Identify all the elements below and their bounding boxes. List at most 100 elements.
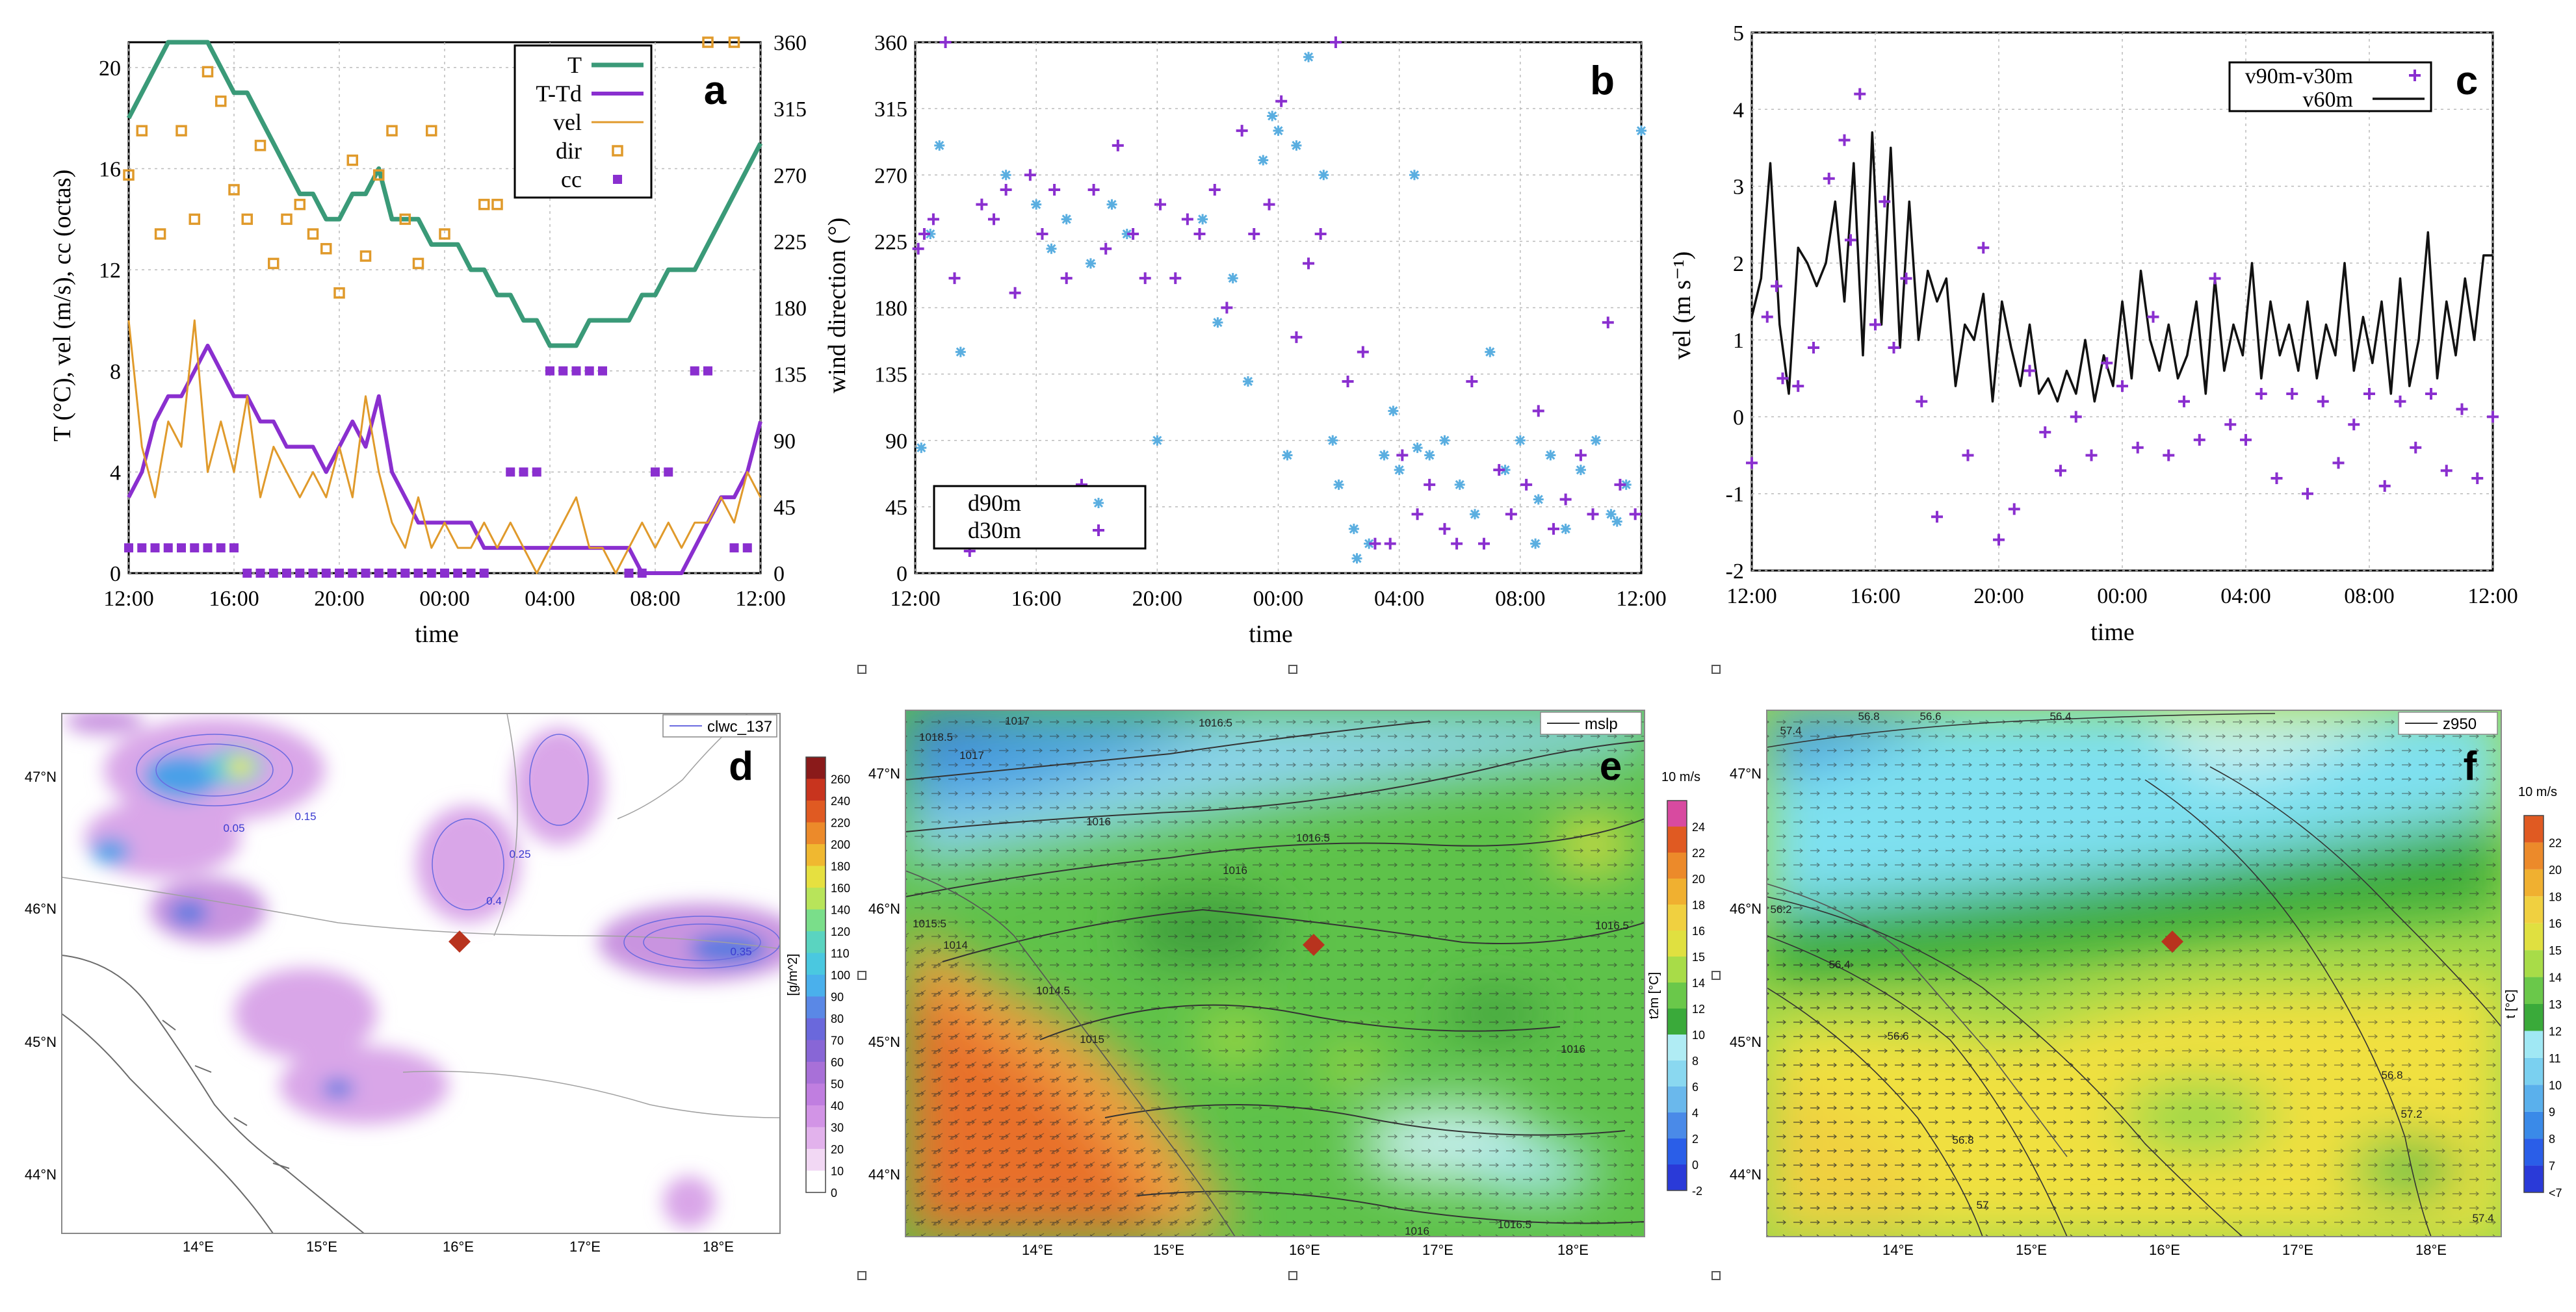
d90m-point (916, 443, 927, 454)
colorbar-tick-label: 220 (831, 817, 850, 830)
d90m-point (1394, 465, 1405, 476)
d30m-point (1127, 228, 1139, 240)
panel-e-map: mslp e 14°E 15°E 16°E 17°E 18°E 47°N 46°N 45°N 4… (868, 710, 1705, 1258)
panel-c: 12:00 16:00 20:00 00:00 04:00 08:00 12:00-2-10… (1669, 21, 2518, 646)
d30m-point (1314, 228, 1327, 240)
contour-label: 1015.5 (913, 918, 946, 930)
d90m-point (1412, 443, 1423, 454)
borders (62, 714, 780, 1118)
d30m-point (1629, 508, 1641, 521)
d90m-point (1258, 155, 1269, 166)
colorbar-tick-label: 160 (831, 882, 850, 895)
dir-point (412, 257, 424, 270)
colorbar-tick-label: 90 (831, 991, 844, 1004)
d30m-point (1263, 198, 1275, 211)
cc-point (598, 366, 607, 376)
d30m-point (1466, 375, 1478, 387)
map-x-tick-label: 18°E (2415, 1242, 2447, 1258)
v90m-v30m-point (2131, 441, 2144, 454)
colorbar-tick-label: 0 (831, 1187, 837, 1200)
panel-a: 12:00 16:00 20:00 00:00 04:00 08:00 12:0004812… (49, 31, 807, 648)
colorbar-tick-label: 0 (1692, 1159, 1698, 1172)
series-line-vel (127, 319, 762, 574)
d90m-point (1530, 538, 1541, 549)
d90m-point (1121, 229, 1132, 240)
coastline-f (1767, 883, 2068, 1157)
map-y-tick-label: 46°N (868, 901, 900, 917)
colorbar-tick-label: 10 (831, 1165, 844, 1178)
d90m-point (1388, 405, 1399, 417)
colorbar-tick-label: 22 (1692, 847, 1705, 860)
colorbar-tick-label: 15 (1692, 951, 1705, 964)
d30m-point (1438, 522, 1451, 535)
y2-tick-label: 225 (774, 230, 807, 254)
contour-label: 1016.5 (1498, 1218, 1531, 1231)
cc-point (321, 569, 331, 578)
colorbar-segment (2524, 1057, 2543, 1085)
legend-swatch-cc (613, 175, 622, 184)
dir-point (268, 257, 280, 270)
y-tick-label: 8 (110, 360, 121, 384)
panel-c-letter: c (2456, 58, 2478, 103)
d30m-point (1369, 537, 1381, 550)
colorbar-tick-label: 18 (2549, 890, 2562, 903)
d30m-point (1477, 537, 1490, 550)
d90m-point (1454, 479, 1465, 490)
contour-label: 57.2 (2400, 1108, 2422, 1120)
cc-point (255, 569, 265, 578)
x-tick-label: 12:00 (1726, 584, 1776, 608)
map-x-tick-label: 14°E (183, 1239, 214, 1255)
y-tick-label: 0 (896, 562, 907, 586)
d90m-point (1424, 450, 1435, 461)
v90m-v30m-point (2317, 395, 2329, 407)
panel-e-legend: mslp (1540, 712, 1642, 735)
d90m-point (1212, 317, 1223, 328)
y-tick-label: 12 (99, 259, 121, 283)
dir-point (333, 287, 345, 299)
d90m-point (1000, 170, 1011, 181)
v90m-v30m-point (1888, 341, 1900, 354)
map-x-tick-label: 17°E (2282, 1242, 2313, 1258)
panel-c-legend-box (2228, 61, 2432, 112)
map-y-tick-label: 45°N (25, 1034, 57, 1050)
colorbar-segment (1667, 1164, 1687, 1190)
d90m-point (1575, 465, 1586, 476)
panel-d-map: clwc_137 d 14°E 15°E 16°E 17°E 18°E 47°N 46°N 4… (25, 713, 850, 1255)
legend-swatch-dir (612, 145, 623, 157)
contour-label: 57 (1977, 1199, 1989, 1211)
cc-point (308, 569, 318, 578)
panel-c-ylabel: vel (m s⁻¹) (1669, 251, 1696, 360)
d90m-point (1152, 435, 1163, 446)
v90m-v30m-point (1916, 395, 1928, 407)
d30m-point (1100, 242, 1112, 255)
colorbar-tick-label: 180 (831, 860, 850, 873)
panel-d-legend-text: clwc_137 (707, 718, 772, 736)
colorbar-tick-label: 80 (831, 1012, 844, 1025)
panel-f-site-marker (2161, 931, 2183, 953)
x-tick-label: 20:00 (314, 587, 364, 611)
dir-point (202, 66, 214, 78)
d30m-point (988, 213, 1000, 225)
x-tick-label: 12:00 (735, 587, 785, 611)
cc-point (124, 543, 133, 553)
colorbar-segment (806, 953, 826, 975)
cc-point (466, 569, 476, 578)
colorbar-tick-label: 8 (1692, 1055, 1698, 1068)
colorbar-tick-label: 240 (831, 795, 850, 808)
cc-point (532, 467, 541, 477)
d90m-point (925, 229, 936, 240)
cc-point (729, 543, 739, 553)
d30m-point (1505, 508, 1517, 521)
dir-point (346, 154, 358, 166)
colorbar-tick-label: 20 (1692, 873, 1705, 886)
contour-label: 56.4 (1828, 958, 1850, 971)
v90m-v30m-point (1977, 242, 1990, 254)
d30m-point (1181, 213, 1193, 225)
colorbar-tick-label: 8 (2549, 1133, 2555, 1146)
colorbar-segment (806, 866, 826, 888)
panel-b-xlabel: time (1249, 621, 1293, 648)
colorbar-segment (2524, 977, 2543, 1004)
dir-point (386, 125, 398, 136)
colorbar-segment (2524, 816, 2543, 843)
